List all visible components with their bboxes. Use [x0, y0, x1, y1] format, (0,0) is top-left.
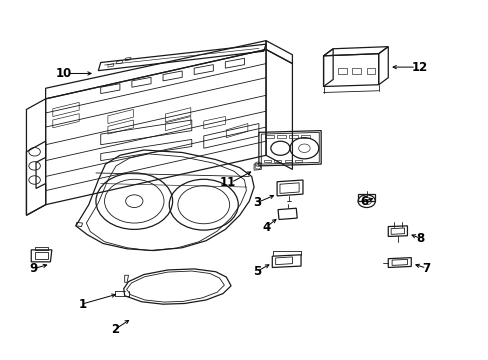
Text: 6: 6: [359, 195, 367, 208]
Text: 9: 9: [29, 262, 38, 275]
Text: 2: 2: [111, 323, 119, 337]
Text: 11: 11: [219, 176, 235, 189]
Text: 3: 3: [253, 197, 261, 210]
Text: 12: 12: [410, 60, 427, 73]
Text: 4: 4: [262, 221, 270, 234]
Text: 8: 8: [415, 232, 424, 245]
Text: 7: 7: [421, 262, 429, 275]
Text: 5: 5: [252, 265, 261, 278]
Text: 1: 1: [78, 298, 86, 311]
Text: 10: 10: [56, 67, 72, 80]
